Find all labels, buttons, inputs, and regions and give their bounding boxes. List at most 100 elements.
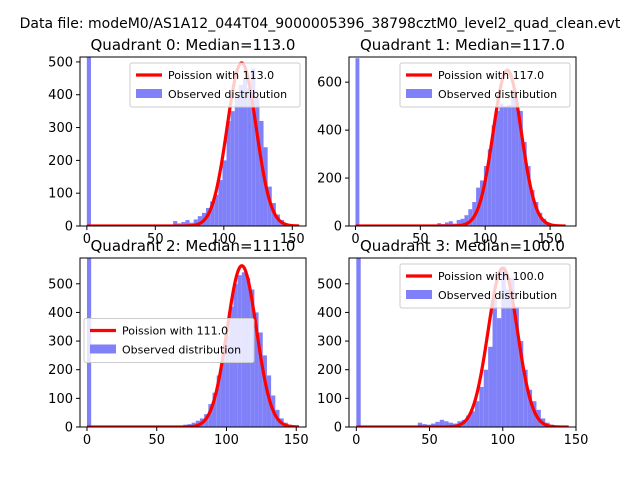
legend-label: Poission with 100.0 <box>438 270 544 283</box>
histogram-bar <box>173 221 178 226</box>
x-tick-label: 150 <box>564 433 589 448</box>
histogram-bar <box>230 111 235 226</box>
y-tick-label: 400 <box>317 306 342 321</box>
histogram-bar <box>197 216 202 226</box>
poisson-line <box>86 264 300 427</box>
histogram-bar <box>417 422 423 427</box>
histogram-bar <box>435 421 440 427</box>
histogram-bar <box>515 101 519 226</box>
histogram-bar <box>538 212 543 226</box>
y-tick-label: 500 <box>48 277 73 292</box>
legend-label: Observed distribution <box>438 88 557 101</box>
histogram-bar <box>518 110 523 226</box>
histogram-bar <box>448 221 453 226</box>
legend: Poission with 111.0 Observed distribution <box>83 318 255 363</box>
x-tick-label: 0 <box>352 433 360 448</box>
histogram-bar <box>210 201 215 226</box>
subplot-title: Quadrant 2: Median=111.0 <box>91 237 296 255</box>
histogram-bar <box>491 125 496 226</box>
histogram-bar <box>193 219 198 226</box>
histogram-bar <box>507 104 512 226</box>
histogram-bar <box>530 190 535 226</box>
histogram-bar <box>229 306 234 427</box>
histogram-bar <box>185 220 190 226</box>
y-tick-label: 0 <box>65 220 73 235</box>
subplot-2: 0 50 100 150 0 100 200 300 400 500 Quadrant 2: Med… <box>48 237 308 448</box>
histogram-bar <box>503 106 508 226</box>
x-tick-label: 100 <box>490 433 515 448</box>
poisson-line <box>355 266 570 427</box>
histogram-bar <box>526 166 531 226</box>
y-tick-label: 200 <box>48 154 73 169</box>
histogram-bar <box>222 160 227 226</box>
histogram-bar <box>86 57 91 226</box>
histogram-bar <box>208 404 213 427</box>
subplot-1: 0 50 100 150 0 200 400 600 Quadrant 1: Median=11… <box>317 36 577 247</box>
histogram-bar <box>483 369 489 427</box>
poisson-line <box>85 61 301 226</box>
histogram-bar <box>242 78 248 226</box>
subplot-0: 0 50 100 150 0 100 200 300 400 500 Quadrant 0: Med… <box>48 36 307 247</box>
x-tick-label: 150 <box>284 433 309 448</box>
y-tick-label: 400 <box>48 306 73 321</box>
histogram-bar <box>496 318 502 427</box>
histogram-bar <box>444 421 449 427</box>
histogram-bar <box>267 186 272 226</box>
histogram-bar <box>499 103 504 226</box>
legend-bar-swatch <box>406 290 432 299</box>
y-tick-label: 500 <box>317 277 342 292</box>
y-tick-label: 200 <box>317 172 342 187</box>
y-tick-label: 600 <box>317 76 342 91</box>
x-tick-label: 0 <box>351 232 359 247</box>
axes-frame <box>79 257 307 428</box>
legend-label: Observed distribution <box>168 88 287 101</box>
legend-label: Observed distribution <box>438 289 557 302</box>
histogram-bar <box>356 258 361 427</box>
histogram-bar <box>448 422 453 427</box>
legend-bar-swatch <box>90 344 116 354</box>
y-tick-label: 400 <box>48 88 73 103</box>
legend-frame <box>83 318 255 363</box>
histogram-bar <box>255 98 260 226</box>
histogram-bar <box>468 209 473 226</box>
y-tick-label: 400 <box>317 124 342 139</box>
y-tick-label: 0 <box>334 220 342 235</box>
histogram-bar <box>218 180 223 226</box>
legend: Poission with 117.0 Observed distribution <box>399 62 571 108</box>
histogram-bar <box>431 423 436 427</box>
y-tick-label: 0 <box>65 421 73 436</box>
subplot-3: 0 50 100 150 0 100 200 300 400 500 Quadrant 3: Med… <box>317 237 588 448</box>
histogram-bar <box>479 386 484 427</box>
histogram-bar <box>514 306 519 427</box>
histogram-bar <box>470 411 475 427</box>
histogram-bar <box>355 58 360 226</box>
histogram-bar <box>262 355 267 427</box>
histogram-bar <box>234 94 239 226</box>
histogram-bar <box>480 180 484 226</box>
histogram-bar <box>254 312 259 427</box>
y-tick-label: 100 <box>48 187 73 202</box>
y-tick-label: 300 <box>317 335 342 350</box>
legend-bar-swatch <box>406 89 432 98</box>
histogram-bar <box>216 375 221 427</box>
histogram-bar <box>444 222 449 226</box>
legend-label: Poission with 111.0 <box>122 325 228 338</box>
histogram-bar <box>226 120 231 226</box>
histogram-bar <box>251 68 256 226</box>
histogram-bar <box>511 91 516 226</box>
histogram-bar <box>214 194 219 226</box>
histogram-bar <box>181 222 186 226</box>
histogram-bar <box>492 298 497 427</box>
histogram-bar <box>522 142 527 226</box>
x-tick-label: 150 <box>280 232 305 247</box>
histogram-bar <box>483 166 488 226</box>
x-tick-label: 50 <box>148 433 165 448</box>
x-tick-label: 50 <box>421 433 438 448</box>
legend-bar-swatch <box>136 89 162 98</box>
histogram-bar <box>238 84 243 226</box>
histogram-bar <box>474 401 480 427</box>
y-tick-label: 200 <box>48 363 73 378</box>
histogram-bar <box>505 289 511 427</box>
x-tick-label: 100 <box>473 232 498 247</box>
subplot-title: Quadrant 0: Median=113.0 <box>91 36 296 54</box>
